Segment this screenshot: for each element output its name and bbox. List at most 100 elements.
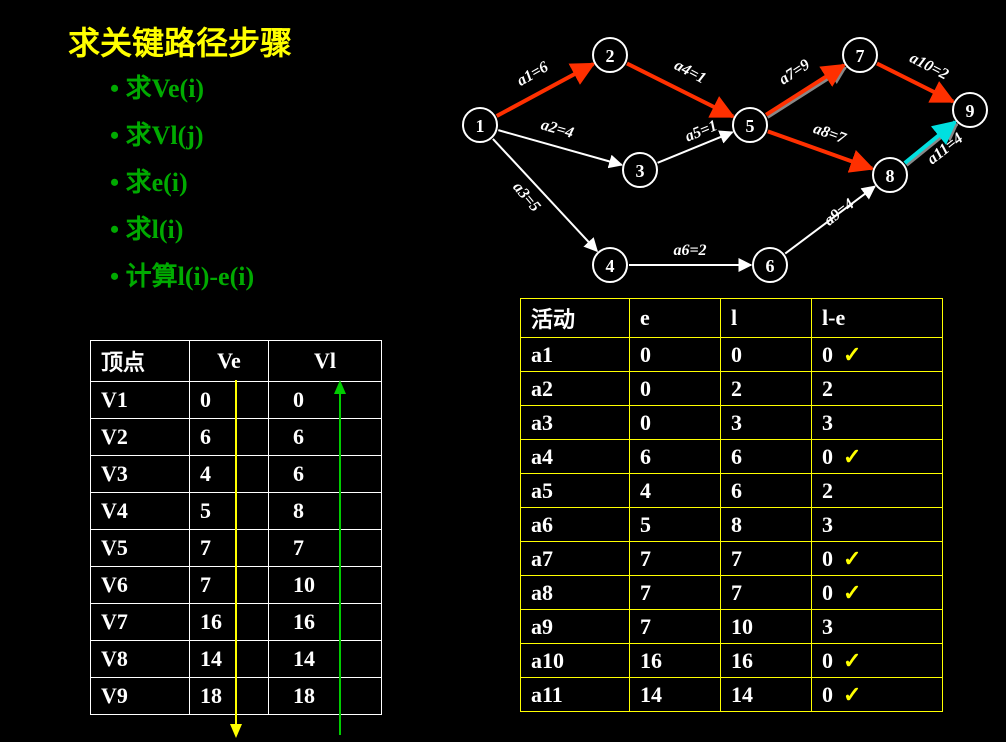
table-row: a4660✓ (521, 440, 943, 474)
edge-label: a4=1 (671, 57, 708, 88)
activity-cell: a1 (521, 338, 630, 372)
svg-text:7: 7 (856, 46, 865, 66)
l-cell: 6 (721, 474, 812, 508)
l-cell: 0 (721, 338, 812, 372)
activity-cell: a3 (521, 406, 630, 440)
ve-direction-arrow (226, 380, 246, 740)
edge-label: a9=4 (821, 196, 858, 230)
activity-cell: a10 (521, 644, 630, 678)
svg-text:8: 8 (886, 166, 895, 186)
ve-header: Ve (190, 341, 269, 382)
activity-cell: a9 (521, 610, 630, 644)
graph-node: 9 (953, 93, 987, 127)
l-header: l (721, 299, 812, 338)
graph-node: 1 (463, 108, 497, 142)
graph-node: 7 (843, 38, 877, 72)
critical-path-graph: 123456789 a1=6a2=4a3=5a4=1a5=1a6=2a7=9a8… (440, 15, 1000, 295)
e-cell: 7 (630, 610, 721, 644)
activity-cell: a8 (521, 576, 630, 610)
le-cell: 0✓ (812, 576, 943, 610)
vl-cell: 0 (269, 382, 382, 419)
svg-text:6: 6 (766, 256, 775, 276)
l-cell: 14 (721, 678, 812, 712)
edge-label: a8=7 (811, 120, 849, 148)
vertex-cell: V4 (91, 493, 190, 530)
graph-node: 6 (753, 248, 787, 282)
le-header: l-e (812, 299, 943, 338)
l-cell: 8 (721, 508, 812, 542)
graph-svg: 123456789 a1=6a2=4a3=5a4=1a5=1a6=2a7=9a8… (440, 15, 1000, 295)
steps-list: 求Ve(i) 求Vl(j) 求e(i) 求l(i) 计算l(i)-e(i) (110, 68, 254, 303)
vertex-cell: V6 (91, 567, 190, 604)
le-cell: 0✓ (812, 542, 943, 576)
activity-cell: a4 (521, 440, 630, 474)
vl-cell: 7 (269, 530, 382, 567)
le-cell: 3 (812, 610, 943, 644)
check-icon: ✓ (833, 648, 861, 673)
vl-cell: 10 (269, 567, 382, 604)
edge-label: a6=2 (673, 242, 706, 259)
edge-label: a3=5 (509, 179, 543, 215)
edge-label: a10=2 (907, 50, 951, 84)
vertex-table: 顶点 Ve Vl V100V266V346V458V577V6710V71616… (90, 340, 382, 715)
le-cell: 0✓ (812, 338, 943, 372)
table-row: a2022 (521, 372, 943, 406)
activity-table-el: 活动 e l l-e a1000✓a2022a3033a4660✓a5462a6… (520, 298, 943, 712)
vertex-cell: V8 (91, 641, 190, 678)
step-item: 计算l(i)-e(i) (110, 256, 254, 293)
vertex-cell: V2 (91, 419, 190, 456)
step-item: 求Vl(j) (110, 115, 254, 152)
e-cell: 0 (630, 406, 721, 440)
check-icon: ✓ (833, 342, 861, 367)
graph-edge (493, 139, 597, 251)
vertex-cell: V9 (91, 678, 190, 715)
activity-cell: a11 (521, 678, 630, 712)
graph-node: 4 (593, 248, 627, 282)
e-cell: 14 (630, 678, 721, 712)
edge-label: a7=9 (776, 56, 813, 88)
check-icon: ✓ (833, 682, 861, 707)
activity-table: 活动 e l l-e a1000✓a2022a3033a4660✓a5462a6… (520, 298, 943, 712)
vl-direction-arrow (330, 380, 350, 740)
l-cell: 3 (721, 406, 812, 440)
svg-text:1: 1 (476, 116, 485, 136)
activity-cell: a7 (521, 542, 630, 576)
e-cell: 0 (630, 372, 721, 406)
activity-cell: a5 (521, 474, 630, 508)
table-row: a7770✓ (521, 542, 943, 576)
vl-cell: 6 (269, 419, 382, 456)
edge-label: a2=4 (539, 116, 576, 141)
svg-text:4: 4 (606, 256, 615, 276)
check-icon: ✓ (833, 580, 861, 605)
e-cell: 7 (630, 542, 721, 576)
page: 求关键路径步骤 求Ve(i) 求Vl(j) 求e(i) 求l(i) 计算l(i)… (0, 0, 1006, 742)
le-cell: 3 (812, 406, 943, 440)
e-cell: 4 (630, 474, 721, 508)
vertex-cell: V1 (91, 382, 190, 419)
graph-node: 2 (593, 38, 627, 72)
activity-cell: a6 (521, 508, 630, 542)
table-row: a3033 (521, 406, 943, 440)
vertex-cell: V7 (91, 604, 190, 641)
vertex-cell: V5 (91, 530, 190, 567)
step-item: 求l(i) (110, 209, 254, 246)
svg-text:2: 2 (606, 46, 615, 66)
le-cell: 2 (812, 474, 943, 508)
le-cell: 2 (812, 372, 943, 406)
e-cell: 0 (630, 338, 721, 372)
l-cell: 6 (721, 440, 812, 474)
l-cell: 7 (721, 542, 812, 576)
graph-node: 5 (733, 108, 767, 142)
graph-node: 8 (873, 158, 907, 192)
page-title: 求关键路径步骤 (68, 18, 292, 64)
l-cell: 2 (721, 372, 812, 406)
table-row: a1114140✓ (521, 678, 943, 712)
vl-cell: 18 (269, 678, 382, 715)
e-header: e (630, 299, 721, 338)
svg-text:3: 3 (636, 161, 645, 181)
table-row: a1016160✓ (521, 644, 943, 678)
table-row: a5462 (521, 474, 943, 508)
le-cell: 0✓ (812, 644, 943, 678)
l-cell: 10 (721, 610, 812, 644)
e-cell: 6 (630, 440, 721, 474)
